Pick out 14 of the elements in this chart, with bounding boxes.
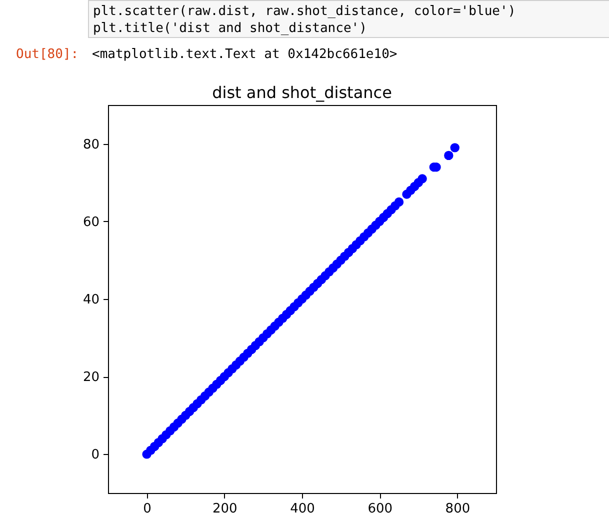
x-tick-label: 0 bbox=[143, 502, 152, 516]
y-tick-label: 40 bbox=[82, 292, 100, 308]
y-tick-label: 0 bbox=[91, 448, 100, 463]
code-cell: plt.scatter(raw.dist, raw.shot_distance, color='blue') plt.title('dist and shot_distance') bbox=[88, 0, 609, 38]
text: Out[80]: bbox=[16, 47, 79, 62]
x-tick-label: 200 bbox=[212, 502, 238, 516]
x-tick-label: 400 bbox=[290, 502, 315, 516]
chart-title: dist and shot_distance bbox=[212, 83, 392, 102]
x-tick-label: 800 bbox=[445, 502, 470, 516]
y-tick-label: 20 bbox=[82, 370, 100, 386]
x-tick-label: 600 bbox=[368, 502, 393, 516]
text: <matplotlib.text.Text at 0x142bc661e10> bbox=[92, 47, 398, 62]
y-tick-label: 80 bbox=[82, 137, 100, 152]
y-tick-label: 60 bbox=[82, 214, 100, 230]
